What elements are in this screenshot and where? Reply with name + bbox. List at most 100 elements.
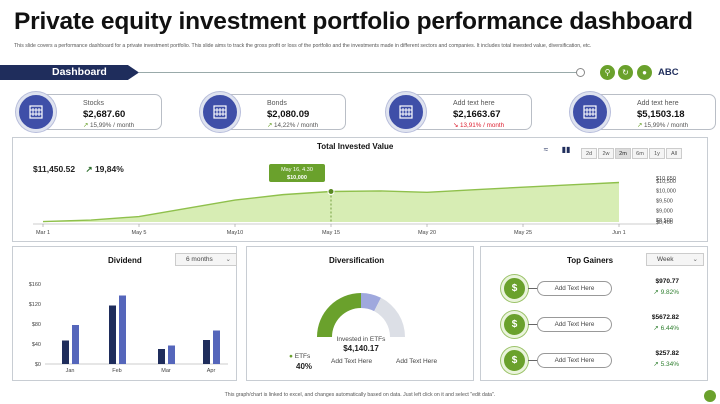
gainer-label: Add Text Here [537,317,612,332]
panel-title: Diversification [329,256,385,265]
gauge-center-value: $4,140.17 [343,344,379,353]
bar [168,345,175,364]
chevron-down-icon: ⌄ [225,256,231,263]
kpi-card-stocks[interactable]: Stocks $2,687.60 ↗ 15,99% / month [16,92,166,132]
range-all[interactable]: All [666,148,682,159]
corner-dot [704,390,716,402]
legend-dot-icon: ● [289,353,293,360]
kpi-change: ↗ 14,22% / month [267,122,318,129]
money-bag-icon: $ [501,275,528,302]
icon-glyph: $ [511,283,518,294]
dashboard-nav-bar: Dashboard ⚲ ↻ ● ABC [0,63,720,83]
x-tick-label: Mar [161,368,171,374]
panel-title: Top Gainers [567,256,614,265]
x-tick-label: Jan [66,368,75,374]
range-2d[interactable]: 2d [581,148,597,159]
range-2m[interactable]: 2m [615,148,631,159]
x-tick-label: Mar 1 [36,230,50,236]
bar [158,349,165,364]
bar [62,340,69,364]
gauge-segment [374,297,405,337]
trend-down-icon: ↘ [453,122,459,129]
range-6m[interactable]: 6m [632,148,648,159]
y-tick-label: $0 [35,362,41,368]
page-title: Private equity investment portfolio perf… [14,8,693,35]
kpi-value: $2,1663.67 [453,109,501,120]
line-chart-icon[interactable]: ≈ [543,145,549,154]
bar [72,325,79,364]
icon-glyph: $ [511,355,518,366]
bar-chart-icon[interactable]: ▮▮ [561,145,571,154]
building-icon [16,92,56,132]
kpi-change-text: 14,22% / month [274,122,319,129]
select-value: 6 months [186,256,213,263]
refresh-icon[interactable]: ↻ [618,65,633,80]
search-icon[interactable]: ⚲ [600,65,615,80]
range-2w[interactable]: 2w [598,148,614,159]
page-subtitle: This slide covers a performance dashboar… [14,43,592,49]
kpi-label: Add text here [453,100,495,107]
kpi-card-4[interactable]: Add text here $5,1503.18 ↗ 15,99% / mont… [570,92,720,132]
gainer-row[interactable]: $ Add Text Here $5672.82 ↗ 6.44% [481,310,709,340]
bar [203,340,210,364]
gainer-label: Add Text Here [537,281,612,296]
legend-etfs: ● ETFs [289,353,310,360]
legend-name: ETFs [294,353,311,360]
x-tick-label: May10 [227,230,244,236]
top-gainers-panel: Top Gainers Week ⌄ $ Add Text Here $970.… [480,246,708,381]
coin-icon: $ [501,311,528,338]
y-tick-label: $8,500 [656,218,673,224]
x-tick-label: May 20 [418,230,436,236]
x-tick-label: Apr [207,368,216,374]
bar [213,330,220,364]
nav-slider-handle[interactable] [576,68,585,77]
gainer-pct-text: 6.44% [660,325,679,332]
y-tick-label: $120 [29,302,41,308]
kpi-change: ↗ 15,99% / month [83,122,134,129]
gainer-row[interactable]: $ Add Text Here $257.82 ↗ 5.34% [481,346,709,376]
building-icon [200,92,240,132]
invested-total-row: $11,450.52 ↗ 19,84% [33,164,124,175]
gainer-value: $970.77 [655,278,680,285]
kpi-value: $5,1503.18 [637,109,685,120]
gainer-value: $257.82 [655,350,680,357]
kpi-card-3[interactable]: Add text here $2,1663.67 ↘ 13,91% / mont… [386,92,536,132]
kpi-change: ↘ 13,91% / month [453,122,504,129]
x-tick-label: Jun 1 [612,230,625,236]
dividend-panel: Dividend 6 months ⌄ $160 $120 $80 $40 $0 Jan F… [12,246,237,381]
user-icon[interactable]: ● [637,65,652,80]
gainer-row[interactable]: $ Add Text Here $970.77 ↗ 9.82% [481,274,709,304]
gainer-value: $5672.82 [651,314,679,321]
invested-change: 19,84% [94,164,124,174]
y-tick-label: $9,000 [656,208,673,214]
chevron-down-icon: ⌄ [692,256,698,263]
dashboard-tab[interactable]: Dashboard [0,65,139,80]
dividend-bar-chart: $160 $120 $80 $40 $0 Jan Feb Mar Apr [29,282,228,374]
gainer-pct-text: 9.82% [660,289,679,296]
kpi-label: Bonds [267,100,287,107]
invested-area-chart: Mar 1 May 5 May10 May 15 May 20 May 25 Jun 1 $1… [33,164,676,236]
bar [119,295,126,364]
gainer-label: Add Text Here [537,353,612,368]
area-fill [43,182,619,222]
kpi-change: ↗ 15,99% / month [637,122,688,129]
invested-total: $11,450.52 [33,164,76,174]
x-tick-label: May 5 [132,230,147,236]
nav-divider [139,72,580,73]
gainer-pct-text: 5.34% [660,361,679,368]
kpi-label: Stocks [83,100,105,107]
dividend-period-select[interactable]: 6 months ⌄ [175,253,237,266]
kpi-value: $2,080.09 [267,109,310,120]
user-name[interactable]: ABC [658,67,679,78]
gainers-period-select[interactable]: Week ⌄ [646,253,704,266]
gainer-pct: ↗ 5.34% [653,361,679,368]
y-tick-label: $80 [32,322,41,328]
y-tick-label: $10,500 [656,179,676,185]
hover-point [327,187,335,195]
range-1y[interactable]: 1y [649,148,665,159]
connector-line [528,360,537,361]
x-tick-label: Feb [112,368,121,374]
gauge-center-label: Invested in ETFs [336,336,386,343]
kpi-card-bonds[interactable]: Bonds $2,080.09 ↗ 14,22% / month [200,92,350,132]
kpi-label: Add text here [637,100,679,107]
